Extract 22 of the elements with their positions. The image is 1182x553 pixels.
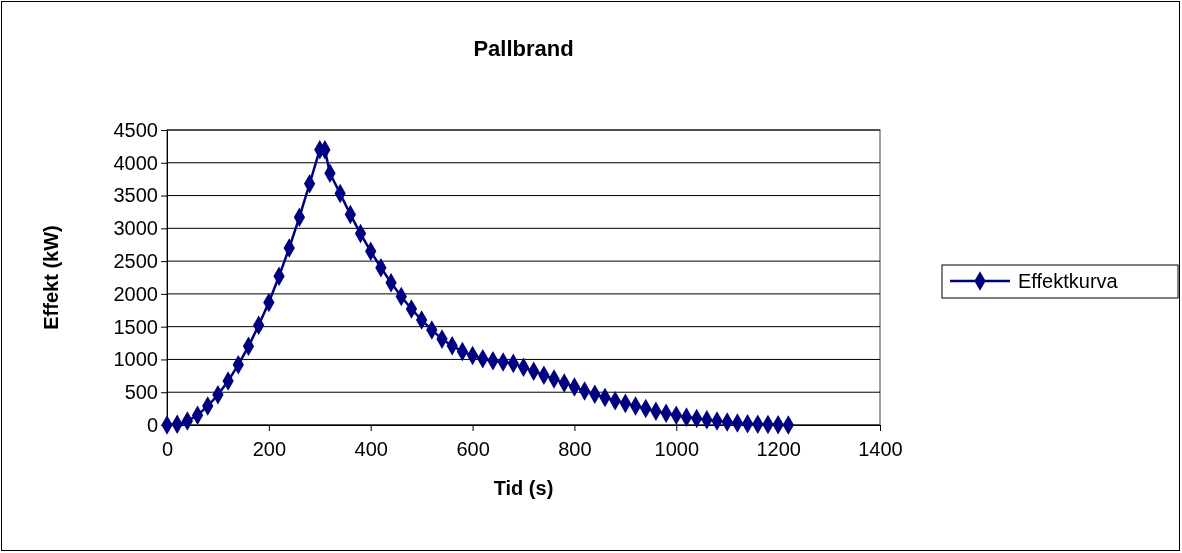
y-tick-label: 2500 — [113, 250, 158, 273]
x-tick-label: 400 — [354, 438, 388, 460]
y-tick-label: 4000 — [113, 151, 158, 174]
y-tick-label: 1000 — [113, 348, 158, 371]
legend-label: Effektkurva — [1018, 270, 1119, 292]
y-tick-label: 0 — [146, 413, 158, 436]
x-tick-label: 600 — [456, 438, 490, 460]
y-tick-label: 2000 — [113, 282, 158, 305]
y-axis-title: Effekt (kW) — [40, 225, 62, 330]
chart-title: Pallbrand — [473, 36, 574, 61]
x-tick-label: 800 — [558, 438, 592, 460]
y-tick-label: 4500 — [113, 118, 158, 141]
y-tick-label: 3000 — [113, 217, 158, 240]
x-tick-label: 200 — [252, 438, 287, 460]
x-tick-label: 1200 — [756, 438, 801, 460]
y-tick-label: 500 — [124, 381, 158, 404]
y-tick-label: 3500 — [113, 184, 158, 207]
x-tick-label: 0 — [161, 438, 174, 460]
x-tick-label: 1400 — [858, 438, 903, 460]
x-axis-title: Tid (s) — [493, 477, 554, 499]
y-tick-label: 1500 — [113, 315, 158, 338]
x-tick-label: 1000 — [654, 438, 700, 460]
